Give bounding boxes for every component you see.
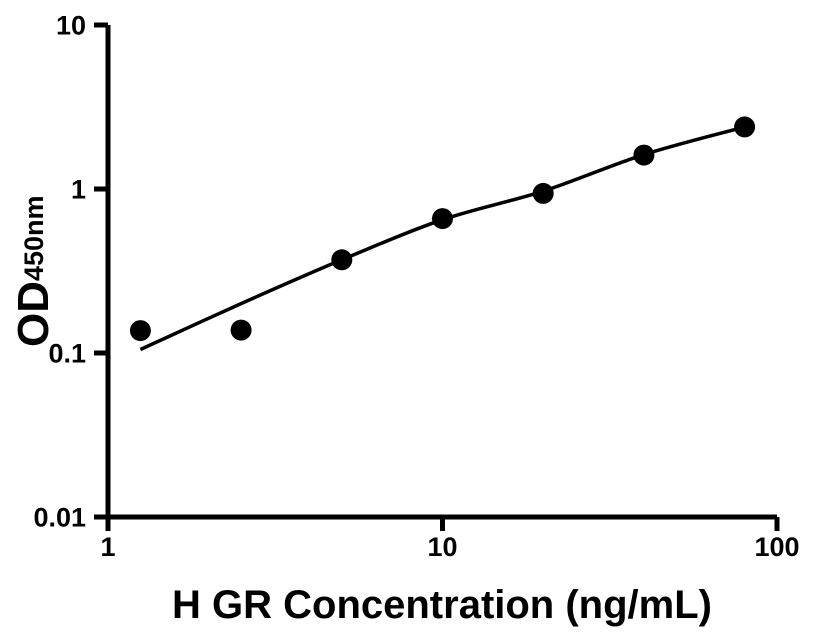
x-tick-label: 10 — [427, 532, 457, 562]
data-point — [633, 144, 655, 166]
fitted-curve-path — [139, 125, 746, 352]
x-tick-label: 1 — [100, 532, 115, 562]
data-point — [230, 319, 252, 341]
x-axis-title: H GR Concentration (ng/mL) — [172, 583, 712, 627]
data-point — [129, 320, 151, 342]
data-point — [734, 116, 756, 138]
y-tick-label: 1 — [71, 175, 86, 205]
data-point — [331, 249, 353, 271]
axis-spines — [105, 25, 777, 520]
y-axis-title-main: OD — [9, 281, 58, 347]
y-axis-title-subscript: 450nm — [19, 195, 49, 281]
y-tick-label: 0.1 — [48, 339, 86, 369]
data-point — [432, 208, 453, 230]
y-tick-label: 10 — [56, 11, 86, 41]
x-tick-label: 100 — [754, 532, 799, 562]
y-axis-title: OD450nm — [9, 195, 58, 347]
data-point — [532, 182, 554, 204]
plot-area: 0.01 0.1 1 10 1 10 100 — [33, 11, 799, 563]
y-tick-label: 0.01 — [33, 503, 86, 533]
